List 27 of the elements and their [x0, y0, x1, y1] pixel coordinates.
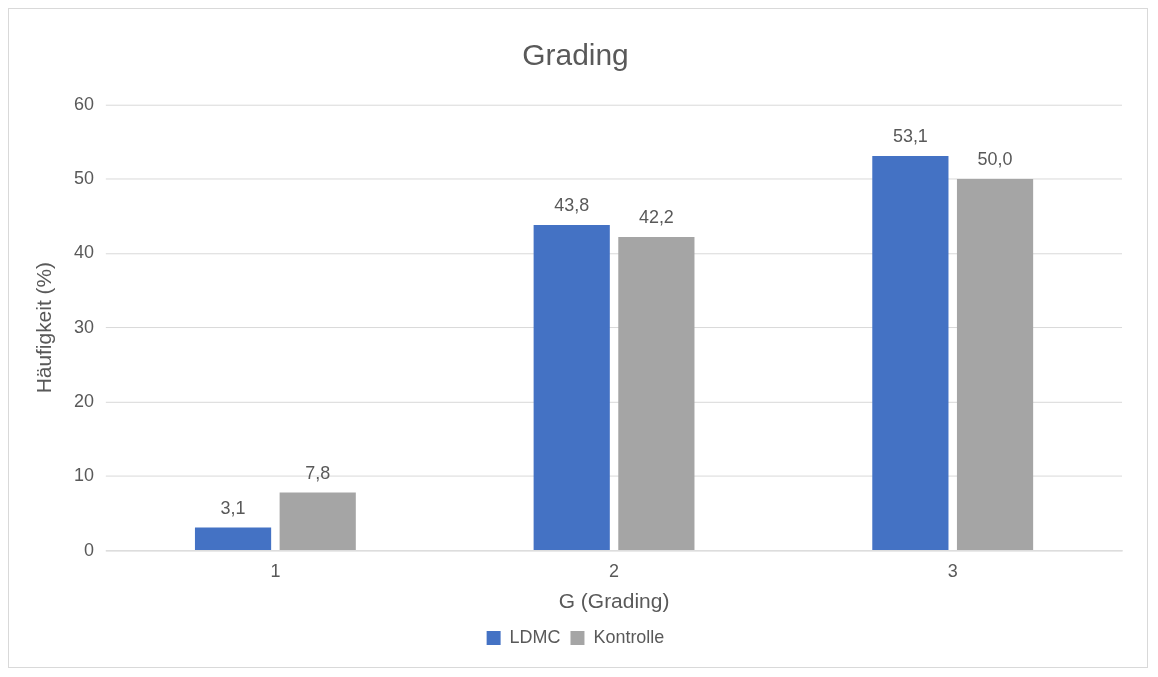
bar: [194, 527, 272, 551]
y-tick-label: 30: [74, 316, 95, 337]
y-tick-label: 60: [74, 93, 95, 114]
chart-title: Grading: [522, 38, 629, 72]
y-tick-label: 10: [74, 465, 95, 486]
y-tick-label: 20: [74, 390, 95, 411]
x-axis-title: G (Grading): [558, 589, 670, 613]
x-tick-label: 3: [947, 561, 958, 582]
bar: [956, 179, 1034, 551]
bar: [279, 492, 356, 551]
bar: [872, 155, 949, 551]
y-tick-label: 40: [74, 242, 95, 263]
y-tick-label: 50: [74, 167, 95, 188]
x-tick-label: 2: [609, 561, 620, 582]
data-label: 43,8: [554, 195, 590, 216]
legend-label: LDMC: [509, 627, 561, 648]
data-label: 3,1: [220, 497, 246, 518]
x-tick-label: 1: [270, 561, 281, 582]
data-label: 50,0: [977, 149, 1013, 170]
bar: [618, 236, 695, 551]
bar: [533, 225, 610, 551]
y-tick-label: 0: [84, 539, 95, 560]
y-axis-title: Häufigkeit (%): [32, 261, 56, 394]
data-label: 42,2: [638, 207, 674, 227]
data-label: 7,8: [305, 462, 331, 483]
legend-label: Kontrolle: [593, 627, 665, 648]
data-label: 53,1: [892, 126, 928, 146]
